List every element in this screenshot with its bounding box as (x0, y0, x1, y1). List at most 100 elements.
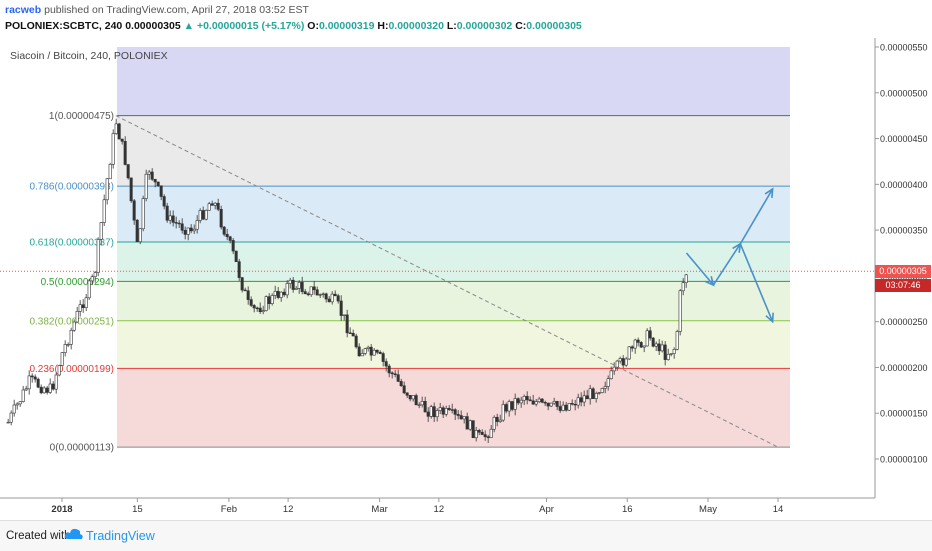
high-label: H: (377, 20, 389, 32)
candle-body (303, 291, 307, 295)
up-arrow-icon: ▲ (183, 20, 195, 32)
candle-body (423, 401, 427, 413)
candle-body (432, 406, 436, 418)
candle-body (261, 310, 265, 313)
fib-label: 0.236(0.00000199) (29, 364, 114, 375)
projection-arrow-drop-head (765, 312, 774, 324)
candle-body (615, 360, 619, 368)
candle-body (441, 407, 445, 415)
candle-body (597, 392, 601, 394)
candle-body (393, 373, 397, 375)
publish-info: racweb published on TradingView.com, Apr… (5, 4, 309, 16)
candle-body (678, 290, 682, 332)
y-tick-label: 0.00000500 (880, 88, 928, 98)
fib-label: 0.5(0.00000294) (41, 277, 114, 288)
candle-body (552, 401, 556, 404)
tradingview-brand-link[interactable]: TradingView (86, 529, 155, 543)
candle-body (126, 164, 130, 179)
x-tick-label: Mar (371, 504, 387, 515)
open-label: O: (307, 20, 319, 32)
candle-body (396, 374, 400, 382)
candle-body (459, 415, 463, 420)
candle-body (87, 280, 91, 299)
candle-body (198, 210, 202, 221)
candle-body (171, 215, 175, 223)
candle-body (288, 279, 292, 284)
candle-body (147, 171, 151, 175)
fib-close-paren: ) (111, 364, 114, 375)
fib-label: 0.382(0.00000251) (29, 316, 114, 327)
candle-body (414, 395, 418, 406)
candle-body (363, 348, 367, 354)
candle-body (216, 202, 220, 210)
fib-label: 0.786(0.00000398) (29, 182, 114, 193)
fib-open-paren: ( (54, 111, 58, 122)
candle-body (156, 181, 160, 187)
fib-price: 0.00000199 (58, 364, 111, 375)
candle-body (645, 330, 649, 347)
open-value: 0.00000319 (318, 20, 375, 32)
candle-body (639, 342, 643, 348)
candle-body (603, 386, 607, 389)
projection-arrow-down (685, 252, 715, 286)
x-tick-label: Apr (539, 504, 554, 515)
author-link[interactable]: racweb (5, 4, 42, 16)
candle-body (105, 178, 109, 201)
fibonacci-retracement[interactable]: 1(0.00000475)0.786(0.00000398)0.618(0.00… (29, 47, 790, 454)
symbol-name: POLONIEX:SCBTC, 240 (5, 20, 123, 32)
projection-arrows[interactable] (685, 187, 774, 324)
candle-body (129, 177, 133, 202)
x-tick-label: 2018 (51, 504, 72, 515)
candle-body (504, 404, 508, 412)
candle-body (489, 428, 493, 438)
trendline (115, 115, 779, 448)
candle-body (264, 296, 268, 311)
chart-title: Siacoin / Bitcoin, 240, POLONIEX (10, 50, 168, 62)
candle-body (195, 220, 199, 230)
candle-body (75, 311, 79, 323)
candle-body (234, 250, 238, 262)
candle-body (573, 403, 577, 406)
candle-body (471, 420, 475, 439)
candle-body (438, 407, 442, 411)
candle-body (111, 133, 115, 165)
fib-level: 0 (50, 443, 56, 454)
candle-body (567, 403, 571, 411)
close-value: 0.00000305 (526, 20, 582, 32)
candle-body (201, 210, 205, 220)
candle-body (546, 402, 550, 407)
candle-body (477, 430, 481, 433)
chart-canvas[interactable]: 1(0.00000475)0.786(0.00000398)0.618(0.00… (0, 38, 932, 520)
candle-body (609, 370, 613, 380)
candle-body (534, 401, 538, 405)
footer: Created with TradingView (0, 520, 932, 551)
candle-body (405, 392, 409, 396)
candle-body (144, 173, 148, 199)
fib-band-4 (117, 281, 790, 321)
candle-body (162, 196, 166, 207)
fib-band-5 (117, 320, 790, 369)
candle-body (564, 404, 568, 411)
fib-close-paren: ) (111, 443, 114, 454)
candle-body (315, 289, 319, 296)
candle-body (102, 199, 106, 223)
fib-close-paren: ) (111, 316, 114, 327)
candle-body (624, 358, 628, 366)
candle-body (633, 339, 637, 349)
candle-body (27, 375, 31, 390)
candle-body (249, 299, 253, 306)
fib-price: 0.00000398 (58, 182, 111, 193)
candle-body (114, 123, 118, 134)
projection-arrow-drop (739, 243, 774, 322)
candle-body (120, 138, 124, 142)
candle-body (123, 141, 127, 165)
fib-band-2 (117, 186, 790, 243)
candle-body (555, 401, 559, 407)
candle-body (582, 395, 586, 403)
candle-body (297, 282, 301, 289)
candle-body (354, 335, 358, 348)
candle-body (24, 388, 28, 391)
candle-body (72, 321, 76, 331)
candle-body (648, 330, 652, 339)
candle-body (387, 365, 391, 374)
